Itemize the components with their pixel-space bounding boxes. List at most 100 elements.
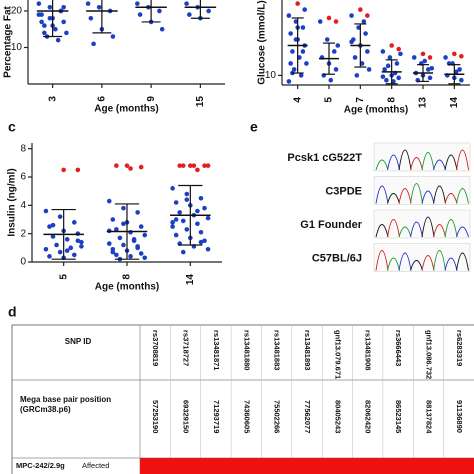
data-point [180,218,186,224]
snp-id: rs13481893 [303,330,312,370]
data-point [389,43,394,48]
trace-peak [398,188,412,204]
snp-position: 82062420 [364,400,373,433]
data-point [184,227,190,232]
data-point [352,55,358,60]
trace-peak [375,250,389,271]
data-point [195,167,200,173]
trace-peak [421,255,435,271]
snp-id: rs3666443 [394,330,403,366]
x-tick-label: 13 [418,97,429,109]
data-point [39,19,44,25]
data-point [57,249,63,255]
snp-id: rs13481908 [364,330,373,370]
y-tick-label: 6 [20,172,26,183]
trace-peak [456,188,469,204]
data-point [47,224,52,229]
snp-id: rs13481880 [242,330,251,370]
y-tick-label: 8 [20,143,26,154]
snp-position: 77562077 [303,400,312,433]
data-point [365,49,370,54]
data-point [411,55,417,60]
data-point [326,15,332,21]
data-point [180,249,186,255]
data-point [205,215,211,221]
table-header: Mega base pair position [20,395,111,404]
data-point [328,77,334,83]
snp-position: 74360605 [242,400,251,433]
data-point [137,12,143,17]
trace-peak [410,221,423,238]
chromatogram-label: C57BL/6J [312,252,362,264]
data-point [106,198,112,204]
data-point [394,61,400,66]
data-point [293,37,299,42]
trace-box [373,243,471,272]
trace-peak [375,185,389,204]
data-point [79,244,84,249]
x-tick-label: 9 [146,96,157,102]
data-point [295,1,300,6]
data-point [110,217,116,222]
data-point [298,73,304,78]
data-point [173,200,179,205]
data-point [53,26,58,32]
x-tick-label: 8 [386,97,397,103]
data-point [396,75,401,81]
data-point [110,34,116,39]
data-point [61,167,66,173]
y-axis-label: Glucose (mmol/L) [257,0,268,84]
x-tick-label: 5 [58,274,69,280]
trace-peak [398,149,412,171]
data-point [202,238,207,244]
snp-position: 71293719 [212,400,221,433]
data-point [205,246,211,252]
data-point [61,19,66,25]
panel-label: d [8,304,17,320]
data-point [50,222,56,228]
data-point [72,220,77,225]
trace-peak [375,159,389,171]
data-point [302,7,307,12]
data-point [359,61,365,66]
y-axis-label: Insulin (ng/ml) [7,168,18,236]
data-point [459,53,464,59]
data-point [286,13,292,18]
x-tick-label: 14 [185,274,196,286]
data-point [202,205,207,211]
data-point [459,77,464,83]
trace-peak [433,224,446,238]
data-point [324,37,330,42]
trace-peak [387,257,400,271]
data-point [173,217,179,222]
data-point [300,25,306,30]
data-point [170,224,175,229]
data-point [361,19,367,24]
y-tick-label: 4 [20,200,26,211]
trace-peak [375,224,389,238]
x-tick-label: 14 [449,97,460,109]
trace-peak [421,152,435,171]
data-point [124,163,130,168]
data-point [380,74,386,79]
snp-position: 88137824 [424,400,433,434]
data-point [425,67,431,72]
data-point [380,49,386,54]
snp-id: gnf13.079.671 [333,330,342,379]
trace-peak [387,154,400,171]
data-point [42,23,47,28]
data-point [157,8,162,14]
x-axis-label: Age (months) [94,104,158,115]
snp-position: 75502266 [273,400,282,433]
data-point [79,239,84,245]
x-tick-label: 6 [97,96,108,102]
data-point [43,246,49,252]
data-point [121,242,126,248]
data-point [195,221,200,227]
data-point [356,25,361,30]
trace-peak [433,250,446,271]
data-point [173,232,179,238]
data-point [198,229,204,235]
data-point [170,186,175,191]
